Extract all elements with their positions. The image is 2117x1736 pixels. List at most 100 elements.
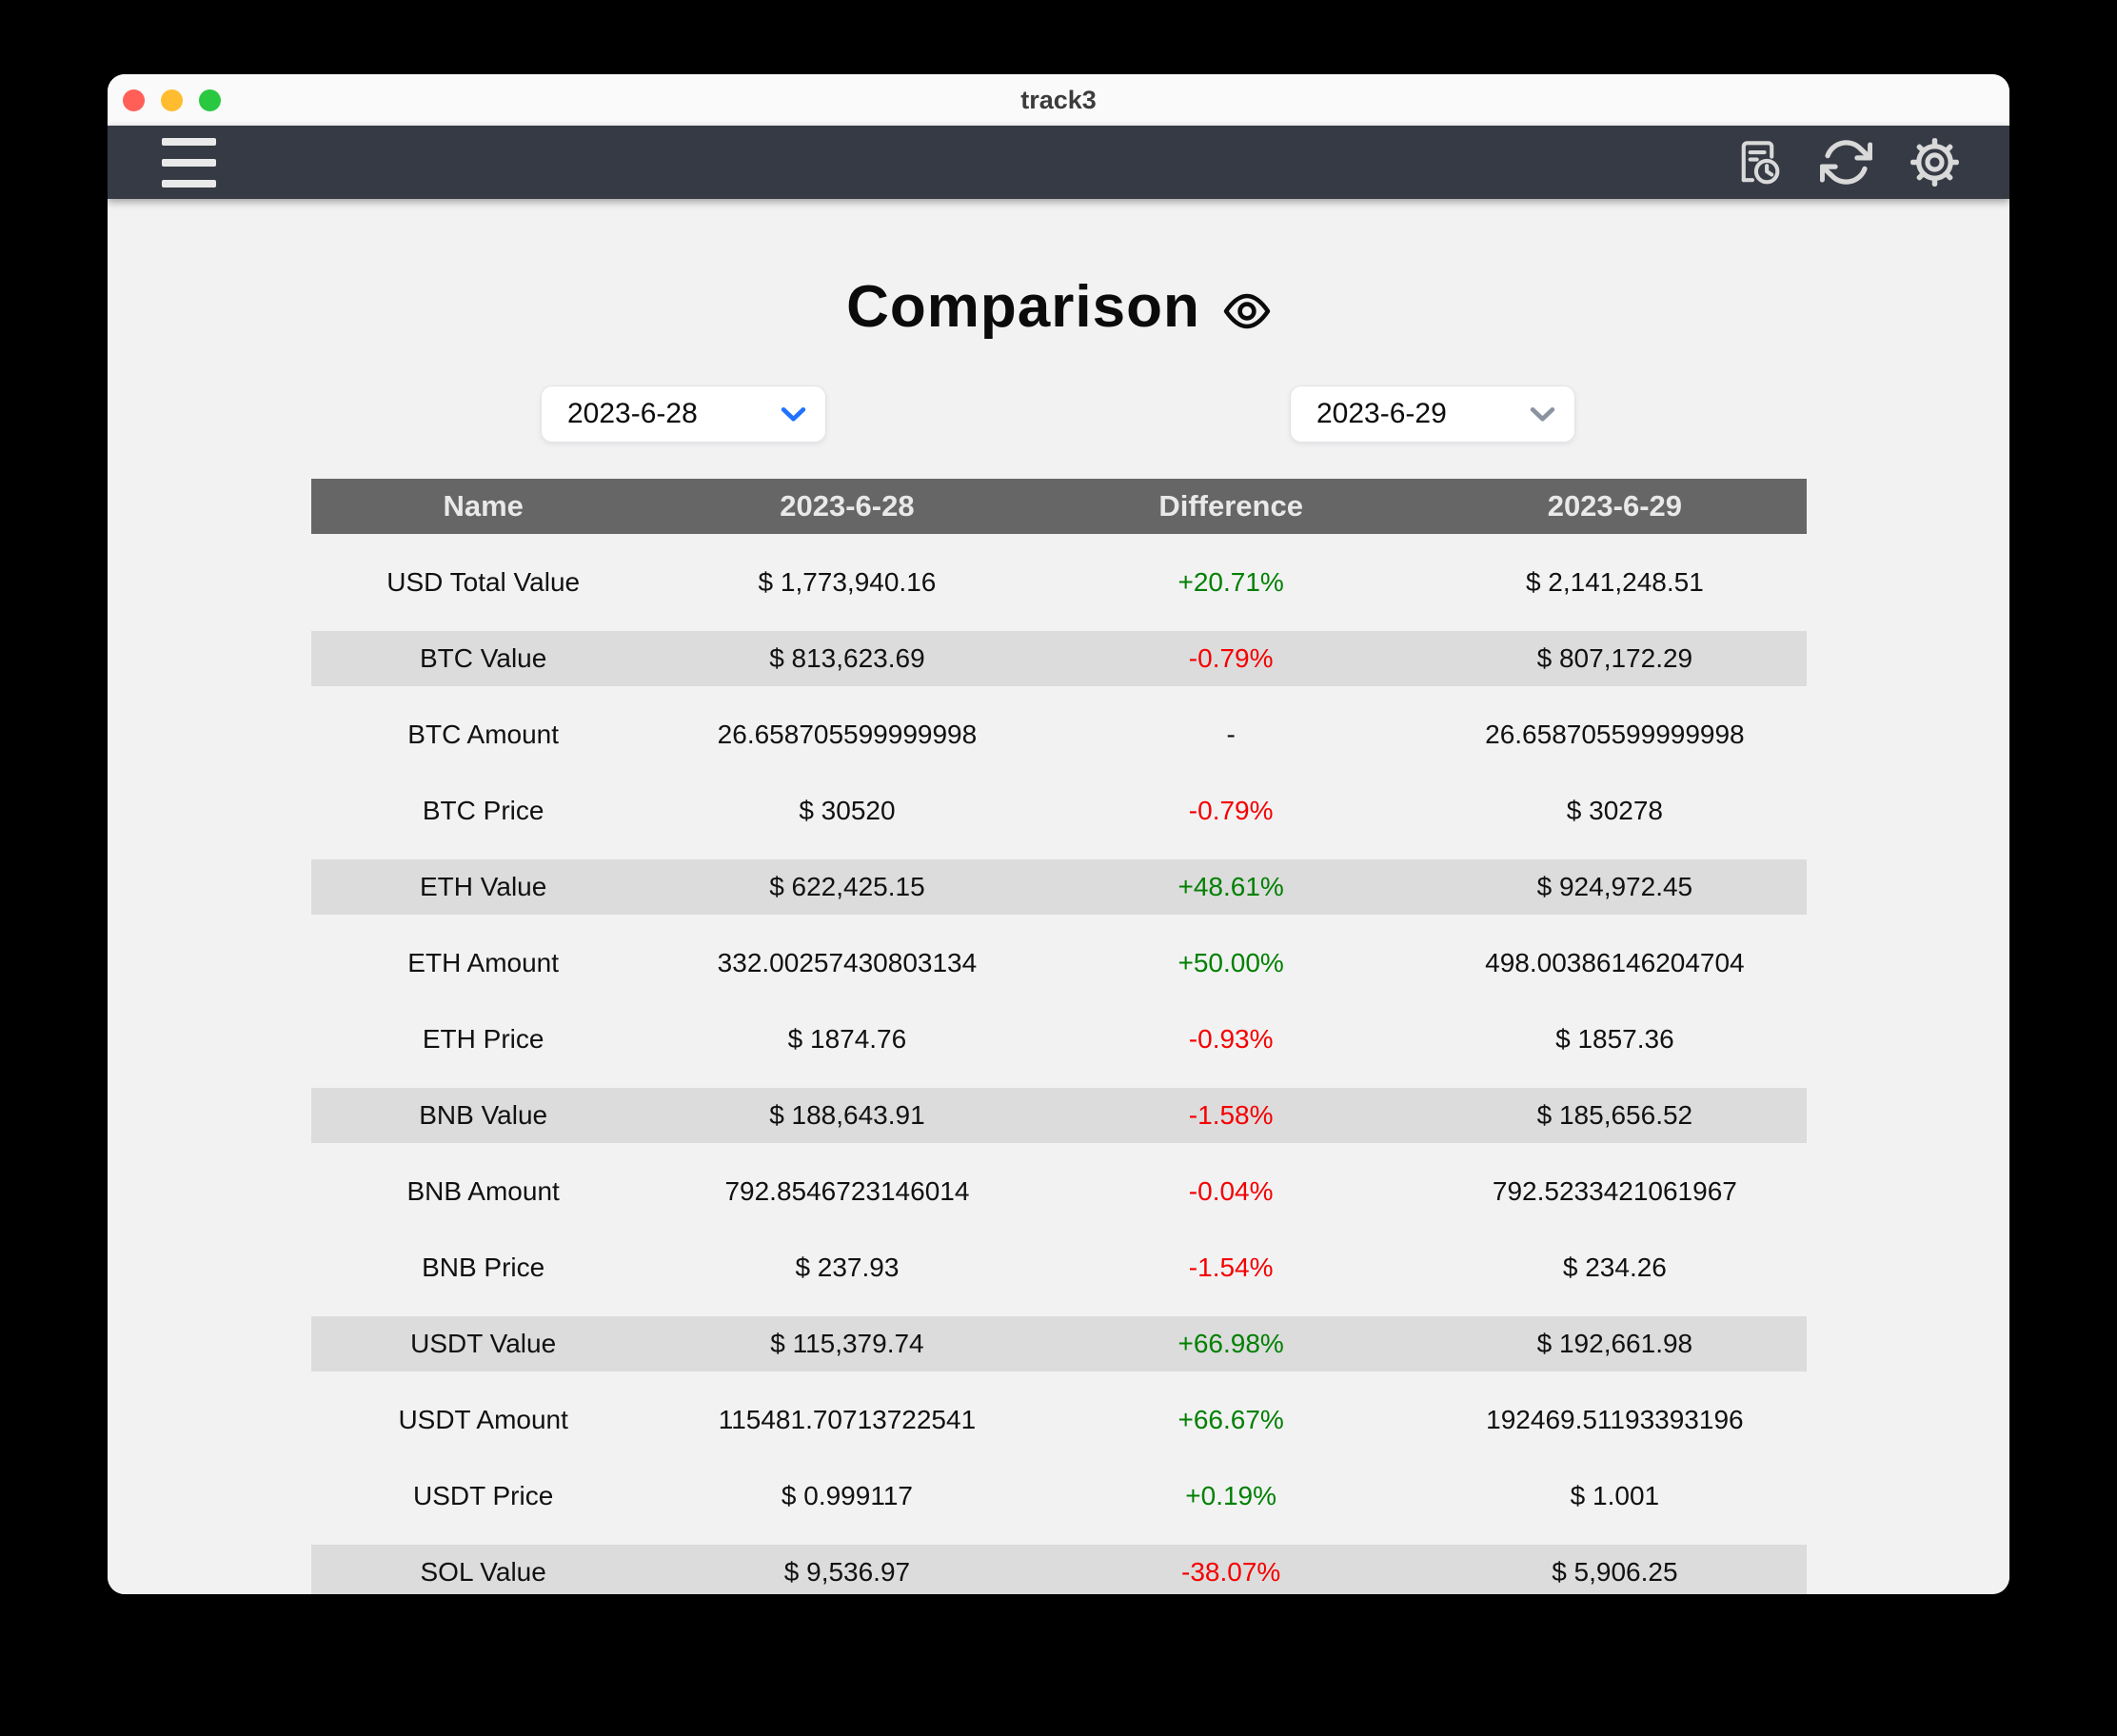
page-content: Comparison 2023-6-28 2023-6-29 [108, 199, 2009, 1594]
row-right-value: 792.5233421061967 [1492, 1176, 1737, 1206]
history-report-button[interactable] [1731, 136, 1784, 188]
row-right-value: $ 234.26 [1562, 1253, 1667, 1282]
table-row: BNB Price $ 237.93 -1.54% $ 234.26 [311, 1240, 1807, 1295]
row-name: BTC Amount [407, 720, 560, 749]
table-row: USDT Price $ 0.999117 +0.19% $ 1.001 [311, 1469, 1807, 1524]
right-date-value: 2023-6-29 [1316, 398, 1447, 429]
row-name: BTC Value [420, 643, 547, 673]
minimize-button[interactable] [161, 89, 183, 111]
row-right-value: $ 924,972.45 [1536, 872, 1693, 901]
table-row: BNB Amount 792.8546723146014 -0.04% 792.… [311, 1164, 1807, 1219]
table-row: ETH Value $ 622,425.15 +48.61% $ 924,972… [311, 859, 1807, 915]
traffic-lights [108, 89, 221, 111]
table-row: ETH Amount 332.00257430803134 +50.00% 49… [311, 936, 1807, 991]
row-right-value: $ 1857.36 [1555, 1024, 1674, 1054]
row-name: BNB Amount [406, 1176, 560, 1206]
chevron-down-icon [781, 406, 806, 422]
row-right-value: $ 30278 [1566, 796, 1663, 825]
row-name: BNB Value [419, 1100, 548, 1130]
table-header-row: Name 2023-6-28 Difference 2023-6-29 [311, 479, 1807, 534]
toolbar [108, 126, 2009, 199]
row-right-value: $ 2,141,248.51 [1525, 567, 1704, 597]
row-name: USDT Amount [398, 1405, 568, 1434]
row-left-value: $ 115,379.74 [770, 1329, 924, 1358]
row-left-value: $ 1,773,940.16 [758, 567, 937, 597]
document-history-icon [1741, 141, 1780, 185]
row-right-value: $ 192,661.98 [1536, 1329, 1693, 1358]
header-left-date: 2023-6-28 [780, 489, 915, 523]
row-left-value: $ 813,623.69 [769, 643, 925, 673]
menu-icon [162, 137, 216, 146]
row-name: ETH Value [420, 872, 547, 901]
row-difference: -0.79% [1188, 643, 1274, 673]
row-difference: +50.00% [1177, 948, 1284, 977]
table-row: USD Total Value $ 1,773,940.16 +20.71% $… [311, 555, 1807, 610]
table-row: SOL Value $ 9,536.97 -38.07% $ 5,906.25 [311, 1545, 1807, 1594]
row-left-value: 115481.70713722541 [718, 1405, 977, 1434]
left-date-value: 2023-6-28 [567, 398, 698, 429]
zoom-button[interactable] [199, 89, 221, 111]
row-left-value: $ 188,643.91 [769, 1100, 925, 1130]
page-title-row: Comparison [108, 273, 2009, 341]
header-right-date: 2023-6-29 [1547, 489, 1683, 523]
eye-icon[interactable] [1223, 292, 1271, 330]
header-difference: Difference [1158, 489, 1303, 523]
row-right-value: 192469.51193393196 [1486, 1405, 1744, 1434]
close-button[interactable] [123, 89, 145, 111]
toolbar-right-icons [1731, 136, 1961, 188]
row-name: ETH Amount [407, 948, 560, 977]
table-row: BNB Value $ 188,643.91 -1.58% $ 185,656.… [311, 1088, 1807, 1143]
row-left-value: $ 1874.76 [787, 1024, 907, 1054]
table-row: USDT Value $ 115,379.74 +66.98% $ 192,66… [311, 1316, 1807, 1371]
row-right-value: $ 807,172.29 [1536, 643, 1693, 673]
row-difference: +20.71% [1177, 567, 1284, 597]
row-name: BTC Price [422, 796, 544, 825]
row-difference: -38.07% [1181, 1557, 1281, 1587]
row-left-value: 792.8546723146014 [724, 1176, 970, 1206]
row-left-value: $ 30520 [799, 796, 896, 825]
row-left-value: 332.00257430803134 [717, 948, 978, 977]
row-difference: -0.79% [1188, 796, 1274, 825]
row-right-value: $ 1.001 [1570, 1481, 1660, 1510]
table-body: USD Total Value $ 1,773,940.16 +20.71% $… [311, 555, 1807, 1594]
row-difference: -0.93% [1188, 1024, 1274, 1054]
row-difference: - [1226, 720, 1236, 749]
comparison-table: Name 2023-6-28 Difference 2023-6-29 USD … [311, 479, 1807, 1594]
row-difference: +66.67% [1177, 1405, 1284, 1434]
row-left-value: $ 237.93 [795, 1253, 900, 1282]
right-date-select[interactable]: 2023-6-29 [1290, 385, 1575, 443]
row-left-value: 26.658705599999998 [717, 720, 978, 749]
row-difference: +0.19% [1185, 1481, 1277, 1510]
page-title: Comparison [846, 274, 1200, 340]
refresh-button[interactable] [1820, 136, 1872, 188]
window-title: track3 [1020, 85, 1097, 114]
row-name: ETH Price [422, 1024, 544, 1054]
row-difference: -0.04% [1188, 1176, 1274, 1206]
row-right-value: $ 185,656.52 [1536, 1100, 1693, 1130]
row-name: USDT Price [413, 1481, 554, 1510]
row-name: USD Total Value [386, 567, 581, 597]
row-difference: -1.54% [1188, 1253, 1274, 1282]
row-right-value: 498.00386146204704 [1485, 948, 1745, 977]
row-name: SOL Value [420, 1557, 546, 1587]
app-window: track3 [108, 74, 2009, 1594]
row-left-value: $ 622,425.15 [769, 872, 925, 901]
row-difference: +48.61% [1177, 872, 1284, 901]
row-left-value: $ 9,536.97 [783, 1557, 911, 1587]
row-right-value: $ 5,906.25 [1552, 1557, 1678, 1587]
row-name: USDT Value [410, 1329, 557, 1358]
table-row: BTC Price $ 30520 -0.79% $ 30278 [311, 783, 1807, 838]
table-row: ETH Price $ 1874.76 -0.93% $ 1857.36 [311, 1012, 1807, 1067]
left-date-select[interactable]: 2023-6-28 [541, 385, 826, 443]
settings-button[interactable] [1909, 136, 1961, 188]
chevron-down-icon [1530, 406, 1555, 422]
menu-button[interactable] [162, 137, 216, 187]
table-row: USDT Amount 115481.70713722541 +66.67% 1… [311, 1392, 1807, 1448]
row-difference: +66.98% [1177, 1329, 1284, 1358]
refresh-icon [1820, 140, 1872, 185]
titlebar: track3 [108, 74, 2009, 126]
row-name: BNB Price [422, 1253, 545, 1282]
row-left-value: $ 0.999117 [781, 1481, 913, 1510]
header-name: Name [443, 489, 524, 523]
